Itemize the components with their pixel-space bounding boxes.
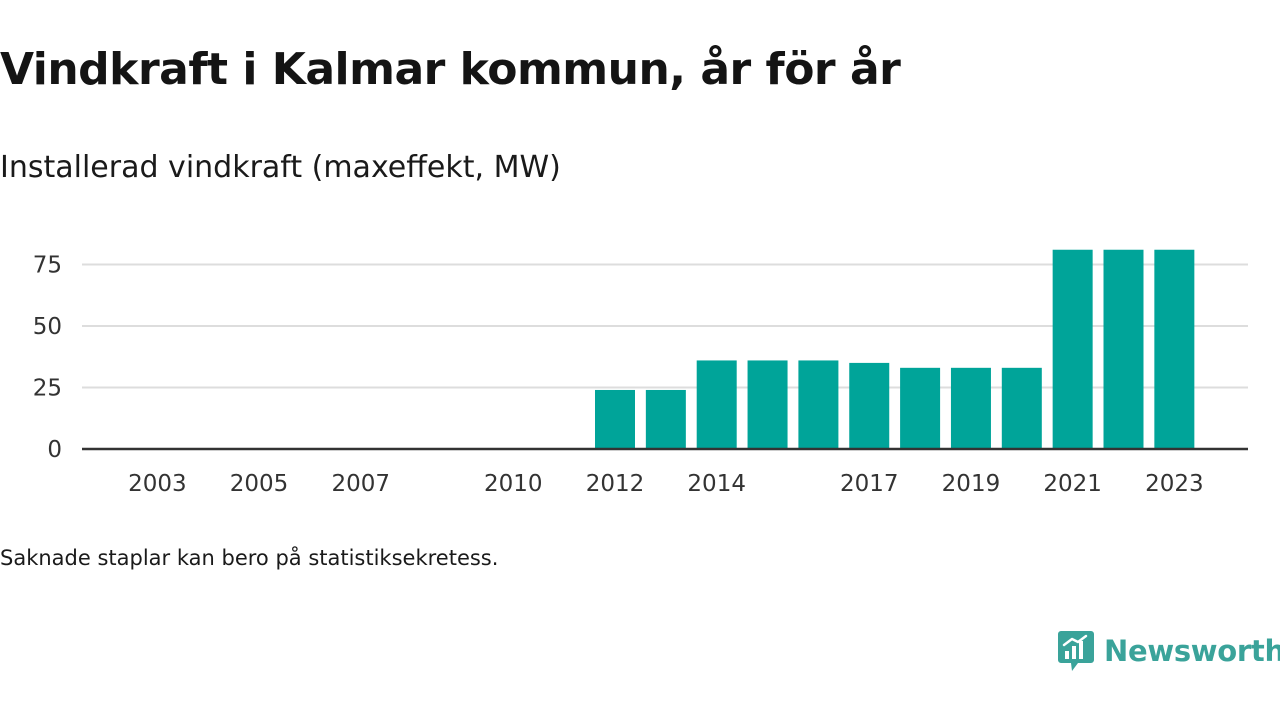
x-tick-label: 2019: [942, 471, 1001, 497]
bar-2021: [1052, 249, 1093, 449]
bar-2018: [900, 367, 941, 449]
chart-title: Vindkraft i Kalmar kommun, år för år: [0, 44, 901, 95]
x-tick-label: 2010: [484, 471, 543, 497]
x-tick-label: 2021: [1043, 471, 1102, 497]
bar-2019: [950, 367, 991, 449]
footnote: Saknade staplar kan bero på statistiksek…: [0, 546, 499, 570]
bar-2015: [747, 360, 788, 449]
bar-2020: [1001, 367, 1042, 449]
bar-2023: [1154, 249, 1195, 449]
y-axis-ticks: 0 25 50 75: [33, 253, 62, 464]
x-tick-label: 2023: [1145, 471, 1204, 497]
newsworthy-logo-icon: [1058, 631, 1094, 671]
y-tick-label: 50: [33, 314, 62, 340]
y-tick-label: 25: [33, 376, 62, 402]
bar-2014: [696, 360, 737, 449]
bar-2016: [798, 360, 839, 449]
y-tick-label: 75: [33, 253, 62, 279]
x-tick-label: 2017: [840, 471, 899, 497]
x-tick-label: 2003: [128, 471, 187, 497]
bar-2012: [595, 389, 635, 449]
bar-2013: [645, 389, 686, 449]
x-tick-label: 2005: [230, 471, 289, 497]
x-tick-label: 2012: [586, 471, 645, 497]
y-tick-label: 0: [47, 437, 62, 463]
chart-subtitle: Installerad vindkraft (maxeffekt, MW): [0, 150, 561, 185]
x-axis-ticks: 2003 2005 2007 2010 2012 2014 2017 2019 2021 2023: [128, 471, 1204, 497]
bar-2017: [849, 362, 890, 449]
bar-2022: [1103, 249, 1144, 449]
bars: [595, 249, 1195, 449]
brand-logo[interactable]: Newsworthy: [1058, 628, 1280, 674]
bar-chart: 0 25 50 75 2003 2005 2007 2010 2012 2014 2017 2019…: [33, 249, 1248, 497]
x-tick-label: 2014: [687, 471, 746, 497]
brand-name: Newsworthy: [1104, 634, 1280, 668]
x-tick-label: 2007: [331, 471, 390, 497]
